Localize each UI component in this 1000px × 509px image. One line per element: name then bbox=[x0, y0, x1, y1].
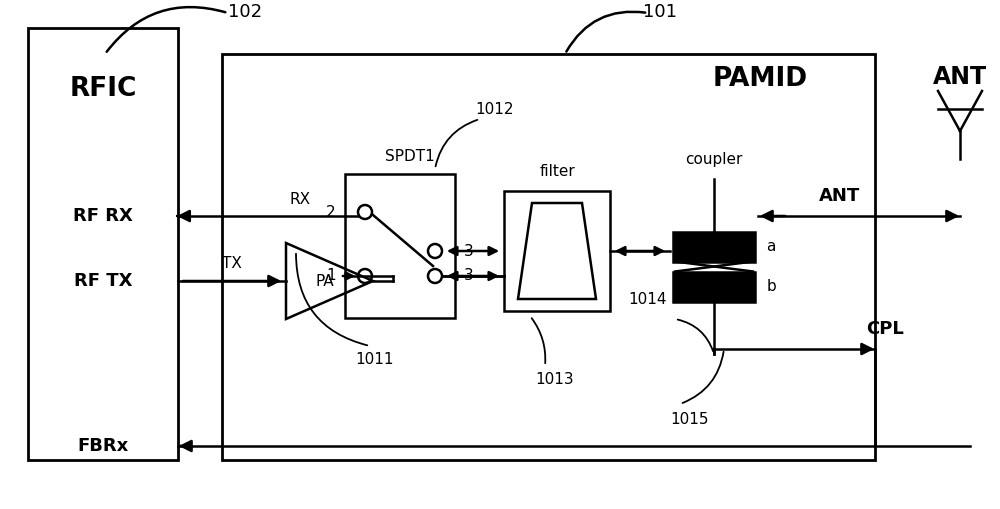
Text: 1: 1 bbox=[326, 269, 336, 284]
Bar bbox=[222, 54, 875, 460]
Bar bbox=[28, 28, 178, 460]
Text: 1011: 1011 bbox=[356, 352, 394, 366]
Text: RFIC: RFIC bbox=[69, 76, 137, 102]
Text: RF RX: RF RX bbox=[73, 207, 133, 225]
Bar bbox=[345, 174, 455, 318]
Text: 1014: 1014 bbox=[629, 292, 667, 306]
Bar bbox=[673, 232, 755, 262]
Text: TX: TX bbox=[222, 257, 242, 271]
Bar bbox=[504, 191, 610, 311]
Text: 3: 3 bbox=[464, 243, 474, 259]
Text: a: a bbox=[766, 239, 776, 254]
Text: RX: RX bbox=[289, 191, 311, 207]
Text: ANT: ANT bbox=[933, 65, 987, 89]
Text: 1013: 1013 bbox=[536, 372, 574, 386]
Text: 2: 2 bbox=[326, 205, 336, 219]
Text: coupler: coupler bbox=[685, 152, 743, 166]
Bar bbox=[673, 271, 755, 301]
Text: b: b bbox=[766, 279, 776, 294]
Text: FBRx: FBRx bbox=[77, 437, 129, 455]
Text: 3: 3 bbox=[464, 269, 474, 284]
Text: PA: PA bbox=[315, 273, 334, 289]
Text: 101: 101 bbox=[643, 3, 677, 21]
Text: 1012: 1012 bbox=[476, 101, 514, 117]
Text: ANT: ANT bbox=[819, 187, 861, 205]
Text: CPL: CPL bbox=[866, 320, 904, 338]
Text: filter: filter bbox=[539, 163, 575, 179]
Text: SPDT1: SPDT1 bbox=[385, 149, 435, 163]
Text: RF TX: RF TX bbox=[74, 272, 132, 290]
Text: PAMID: PAMID bbox=[712, 66, 808, 92]
Text: 1015: 1015 bbox=[671, 411, 709, 427]
Text: 102: 102 bbox=[228, 3, 262, 21]
